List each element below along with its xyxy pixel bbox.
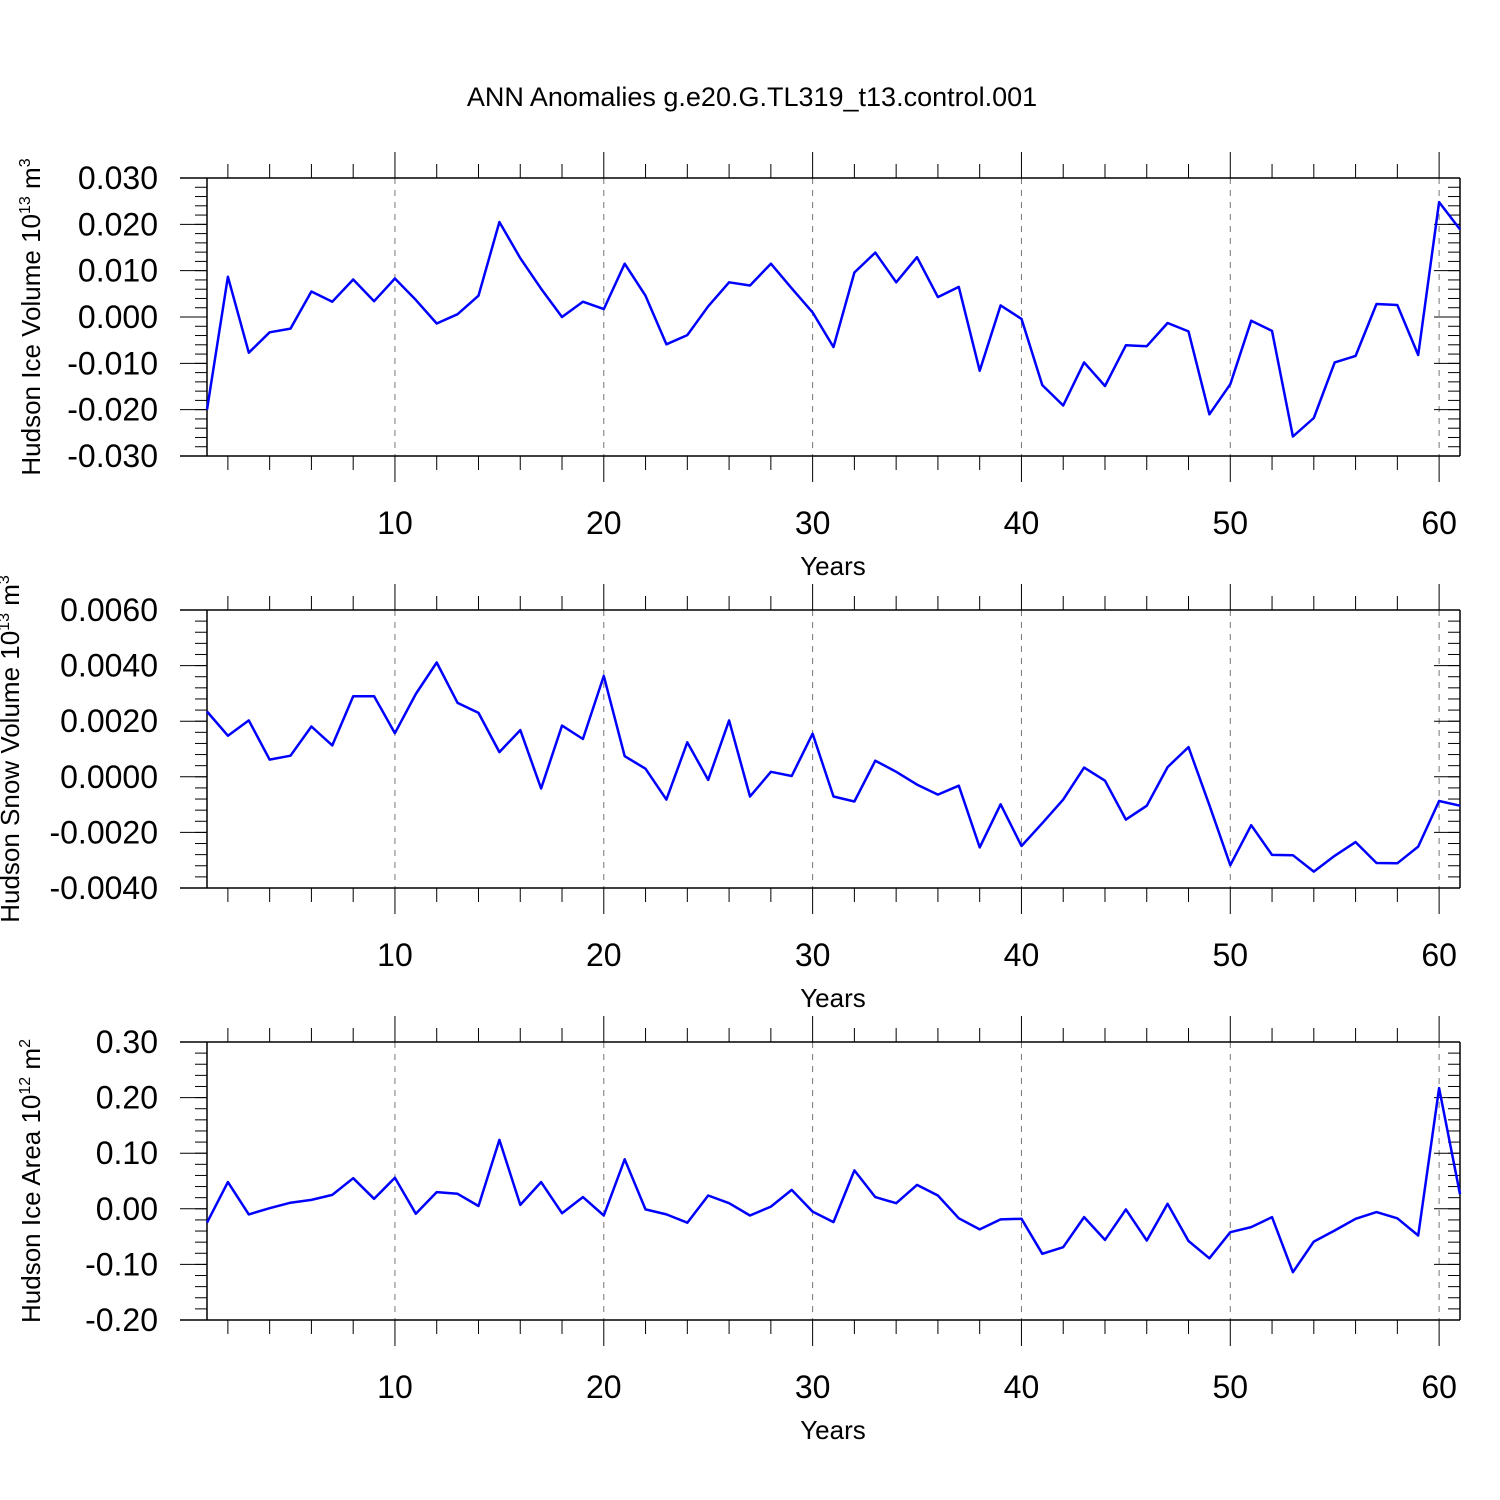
panel-ice-area: -0.20 -0.10 0.00 0.10 0.20 0.30 10 20 30 40 50 60 Ye… xyxy=(16,1016,1462,1445)
y-tick-label: 0.020 xyxy=(78,206,158,242)
y-axis-title: Hudson Snow Volume 1013 m3 xyxy=(0,575,25,923)
x-tick-label: 60 xyxy=(1421,505,1457,541)
x-tick-label: 50 xyxy=(1212,1369,1248,1405)
x-tick-label: 20 xyxy=(586,1369,622,1405)
y-tick-label: 0.030 xyxy=(78,160,158,196)
y-tick-label: 0.000 xyxy=(78,299,158,335)
x-axis-title: Years xyxy=(800,983,866,1013)
x-tick-label: 40 xyxy=(1004,505,1040,541)
x-tick-label: 30 xyxy=(795,505,831,541)
series-line xyxy=(206,661,1461,873)
y-tick-label: -0.10 xyxy=(85,1246,158,1282)
y-tick-label: -0.030 xyxy=(67,438,158,474)
x-tick-label: 20 xyxy=(586,505,622,541)
series-line xyxy=(205,1086,1462,1274)
figure-title: ANN Anomalies g.e20.G.TL319_t13.control.… xyxy=(467,82,1037,112)
y-tick-label: 0.20 xyxy=(96,1080,158,1116)
y-tick-label: 0.30 xyxy=(96,1024,158,1060)
y-axis-title: Hudson Ice Volume 1013 m3 xyxy=(16,158,46,475)
y-tick-label: -0.020 xyxy=(67,392,158,428)
x-tick-label: 30 xyxy=(795,937,831,973)
x-tick-label: 10 xyxy=(377,937,413,973)
y-axis-title: Hudson Ice Area 1012 m2 xyxy=(16,1039,46,1323)
x-tick-label: 40 xyxy=(1004,937,1040,973)
y-tick-label: 0.10 xyxy=(96,1135,158,1171)
x-axis-title: Years xyxy=(800,1415,866,1445)
panel-ice-volume: -0.030 -0.020 -0.010 0.000 0.010 0.020 0.030 10… xyxy=(16,152,1461,581)
y-tick-label: 0.0000 xyxy=(60,759,158,795)
x-tick-label: 60 xyxy=(1421,937,1457,973)
x-tick-label: 30 xyxy=(795,1369,831,1405)
y-tick-label: 0.0060 xyxy=(60,592,158,628)
x-tick-label: 50 xyxy=(1212,937,1248,973)
y-tick-label: -0.010 xyxy=(67,345,158,381)
y-tick-label: -0.0020 xyxy=(49,814,158,850)
panel-snow-volume: -0.0040 -0.0020 0.0000 0.0020 0.0040 0.0060 10… xyxy=(0,575,1461,1013)
y-tick-label: 0.010 xyxy=(78,253,158,289)
x-tick-label: 50 xyxy=(1212,505,1248,541)
x-tick-label: 40 xyxy=(1004,1369,1040,1405)
x-tick-label: 20 xyxy=(586,937,622,973)
y-tick-label: -0.20 xyxy=(85,1302,158,1338)
y-tick-label: 0.0020 xyxy=(60,703,158,739)
y-tick-label: 0.00 xyxy=(96,1191,158,1227)
x-tick-label: 60 xyxy=(1421,1369,1457,1405)
x-axis-title: Years xyxy=(800,551,866,581)
series-line xyxy=(205,200,1461,438)
y-tick-label: -0.0040 xyxy=(49,870,158,906)
x-tick-label: 10 xyxy=(377,505,413,541)
y-tick-label: 0.0040 xyxy=(60,648,158,684)
x-tick-label: 10 xyxy=(377,1369,413,1405)
